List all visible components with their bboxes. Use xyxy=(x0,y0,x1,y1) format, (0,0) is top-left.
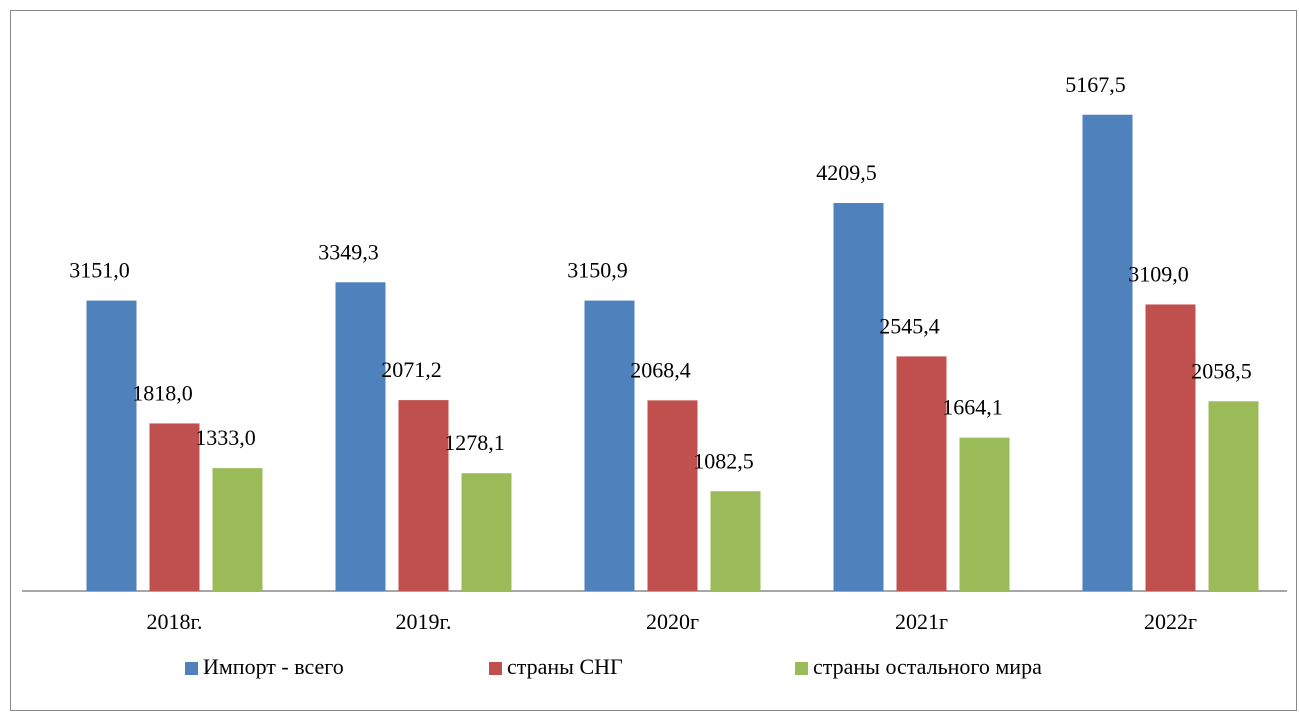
value-label: 2071,2 xyxy=(381,357,442,382)
value-label: 3109,0 xyxy=(1128,262,1189,287)
legend-label: Импорт - всего xyxy=(203,654,344,679)
bar xyxy=(149,423,200,591)
bar xyxy=(1145,304,1196,591)
x-tick-label: 2019г. xyxy=(395,609,451,634)
legend-label: страны остального мира xyxy=(813,654,1042,679)
value-label: 3151,0 xyxy=(69,258,130,283)
bar xyxy=(1082,114,1133,591)
legend-label: страны СНГ xyxy=(507,654,623,679)
value-label: 1333,0 xyxy=(195,425,256,450)
value-label: 3150,9 xyxy=(567,258,628,283)
bar xyxy=(335,282,386,591)
x-tick-label: 2021г xyxy=(895,609,948,634)
bar xyxy=(584,300,635,591)
legend-swatch xyxy=(795,662,808,675)
x-tick-label: 2018г. xyxy=(146,609,202,634)
legend-swatch xyxy=(185,662,198,675)
bar xyxy=(710,491,761,591)
value-label: 2058,5 xyxy=(1191,358,1252,383)
bar xyxy=(398,400,449,591)
chart-frame xyxy=(10,10,1297,711)
bar xyxy=(212,468,263,591)
x-tick-label: 2022г xyxy=(1144,609,1197,634)
bar xyxy=(1208,401,1259,591)
bar xyxy=(647,400,698,591)
value-label: 5167,5 xyxy=(1065,72,1126,97)
value-label: 1818,0 xyxy=(132,380,193,405)
bar xyxy=(461,473,512,591)
legend-swatch xyxy=(489,662,502,675)
bar xyxy=(896,356,947,591)
bar xyxy=(86,300,137,591)
bar xyxy=(833,203,884,591)
value-label: 2068,4 xyxy=(630,357,691,382)
value-label: 2545,4 xyxy=(879,313,940,338)
value-label: 3349,3 xyxy=(318,239,379,264)
value-label: 1278,1 xyxy=(444,430,505,455)
value-label: 1082,5 xyxy=(693,448,754,473)
bar xyxy=(959,437,1010,591)
x-tick-label: 2020г xyxy=(646,609,699,634)
value-label: 1664,1 xyxy=(942,395,1003,420)
value-label: 4209,5 xyxy=(816,160,877,185)
